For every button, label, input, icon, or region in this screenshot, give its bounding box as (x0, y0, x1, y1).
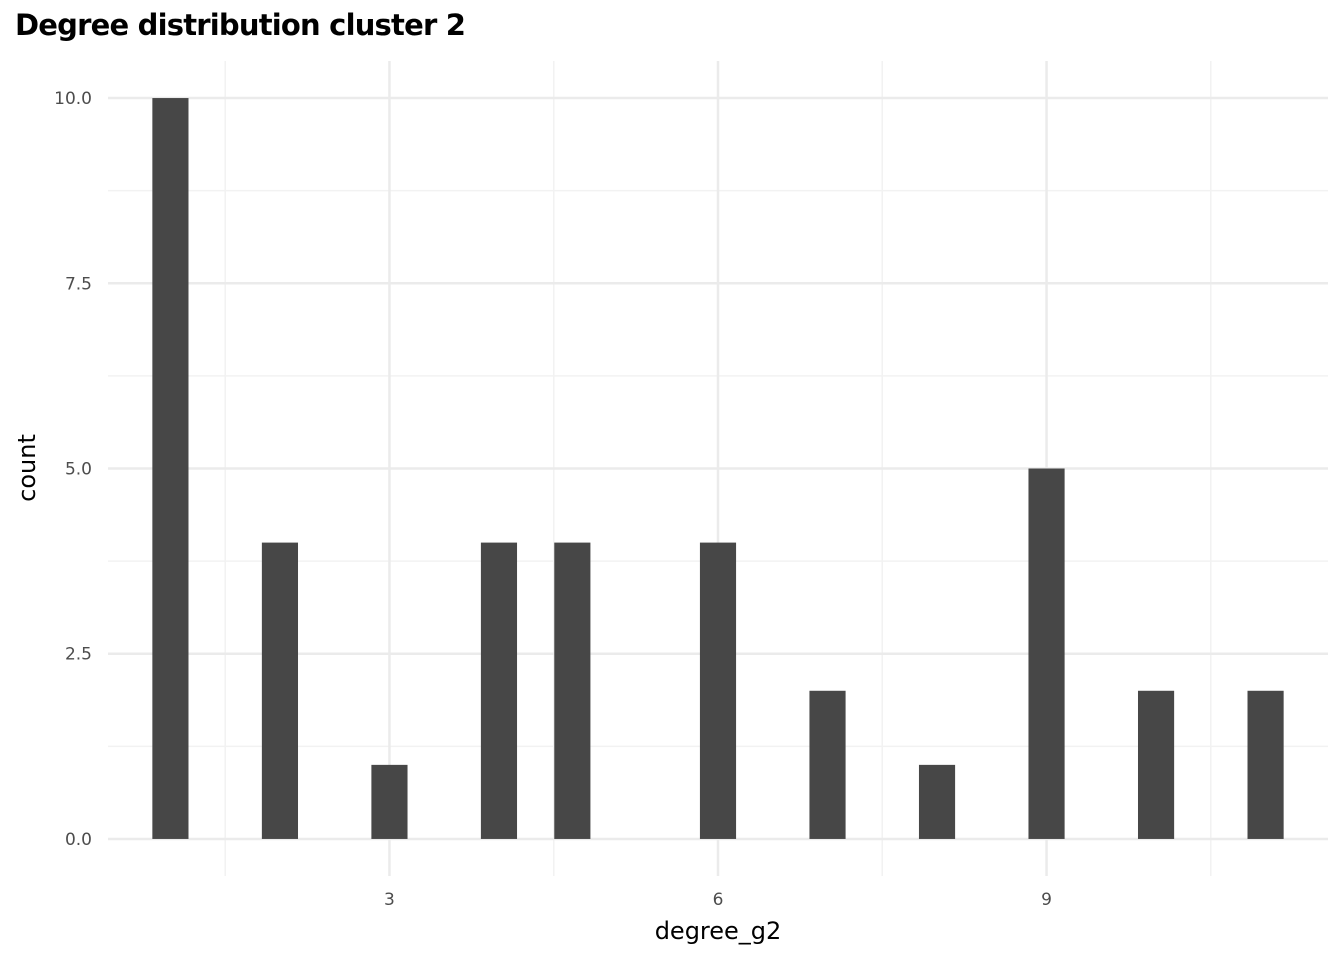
y-tick-label: 7.5 (65, 274, 92, 294)
x-tick-label: 9 (1041, 890, 1052, 910)
x-tick-label: 3 (384, 890, 395, 910)
bars (152, 98, 1284, 839)
bar (1028, 468, 1065, 839)
bar (480, 542, 518, 839)
x-axis-title: degree_g2 (655, 917, 782, 945)
y-tick-label: 5.0 (65, 460, 92, 480)
bar (371, 764, 408, 839)
bar (1247, 690, 1284, 839)
y-axis-tick-labels: 0.0 2.5 5.0 7.5 10.0 (54, 89, 92, 850)
bar (152, 98, 189, 839)
y-tick-label: 0.0 (65, 830, 92, 850)
y-axis-title: count (13, 434, 41, 502)
bar (809, 690, 846, 839)
bar (261, 542, 299, 839)
bar (554, 542, 591, 839)
bar (918, 764, 956, 839)
bar (1137, 690, 1175, 839)
bar (699, 542, 737, 839)
chart-title: Degree distribution cluster 2 (15, 8, 466, 42)
y-tick-label: 10.0 (54, 89, 92, 109)
x-tick-label: 6 (713, 890, 724, 910)
x-axis-tick-labels: 3 6 9 (384, 890, 1052, 910)
y-tick-label: 2.5 (65, 645, 92, 665)
